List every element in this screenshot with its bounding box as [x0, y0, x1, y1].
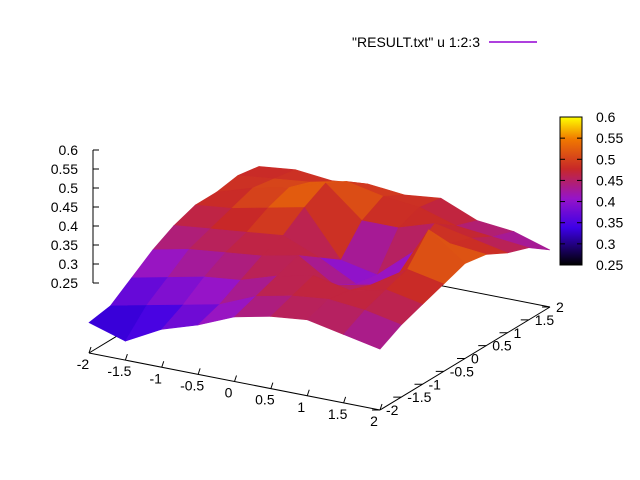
legend-label: "RESULT.txt" u 1:2:3 [352, 34, 480, 50]
surface [88, 166, 551, 350]
y-tick-label: 0.5 [492, 338, 512, 354]
x-tick-mark [379, 403, 383, 411]
x-tick-label: -2 [77, 356, 90, 372]
x-tick-mark [197, 368, 201, 375]
y-tick-label: -1 [429, 376, 442, 392]
x-tick-label: 0 [225, 385, 233, 401]
y-tick-label: 2 [556, 299, 564, 315]
z-tick-label: 0.35 [51, 237, 78, 253]
y-tick-label: 1 [514, 325, 522, 341]
x-tick-mark [234, 375, 237, 382]
tick-labels: -2 -1.5 -1 -0.5 0 0.5 1 1.5 2-2-1.5-1-0.500.511.… [51, 142, 564, 429]
colorbar-tick-label: 0.25 [596, 257, 623, 273]
x-tick-label: 2 [370, 413, 378, 429]
colorbar-tick-label: 0.6 [596, 109, 616, 125]
x-tick-label: -1.5 [107, 363, 131, 379]
z-tick-label: 0.5 [59, 180, 79, 196]
y-tick-label: -2 [386, 402, 399, 418]
x-tick-mark [343, 396, 347, 404]
legend: "RESULT.txt" u 1:2:3 [352, 34, 537, 50]
z-tick-label: 0.55 [51, 161, 78, 177]
z-tick-label: 0.25 [51, 275, 78, 291]
x-tick-mark [306, 389, 310, 396]
colorbar-tick-label: 0.4 [596, 194, 616, 210]
z-tick-label: 0.3 [59, 256, 79, 272]
colorbar-tick-label: 0.45 [596, 172, 623, 188]
x-tick-label: 0.5 [255, 392, 275, 408]
x-tick-label: 1 [297, 399, 305, 415]
y-tick-label: 0 [471, 351, 479, 367]
colorbar-tick-label: 0.3 [596, 236, 616, 252]
colorbar-tick-label: 0.5 [596, 151, 616, 167]
x-tick-mark [124, 353, 128, 361]
y-tick-label: 1.5 [535, 312, 555, 328]
y-tick-label: -0.5 [450, 363, 474, 379]
colorbar-box [559, 116, 583, 266]
x-tick-label: -0.5 [180, 377, 204, 393]
x-tick-mark [161, 361, 165, 368]
surface-patch [343, 309, 402, 350]
z-tick-label: 0.4 [59, 218, 79, 234]
colorbar: 0.25 0.3 0.35 0.4 0.45 0.5 0.55 0.6 [559, 109, 623, 273]
z-tick-label: 0.45 [51, 199, 78, 215]
colorbar-tick-label: 0.55 [596, 130, 623, 146]
x-tick-mark [88, 346, 92, 354]
x-tick-label: -1 [150, 370, 163, 386]
x-tick-label: 1.5 [328, 406, 348, 422]
z-tick-label: 0.6 [59, 142, 79, 158]
y-tick-label: -1.5 [407, 389, 431, 405]
x-tick-mark [270, 382, 274, 389]
colorbar-tick-label: 0.35 [596, 215, 623, 231]
